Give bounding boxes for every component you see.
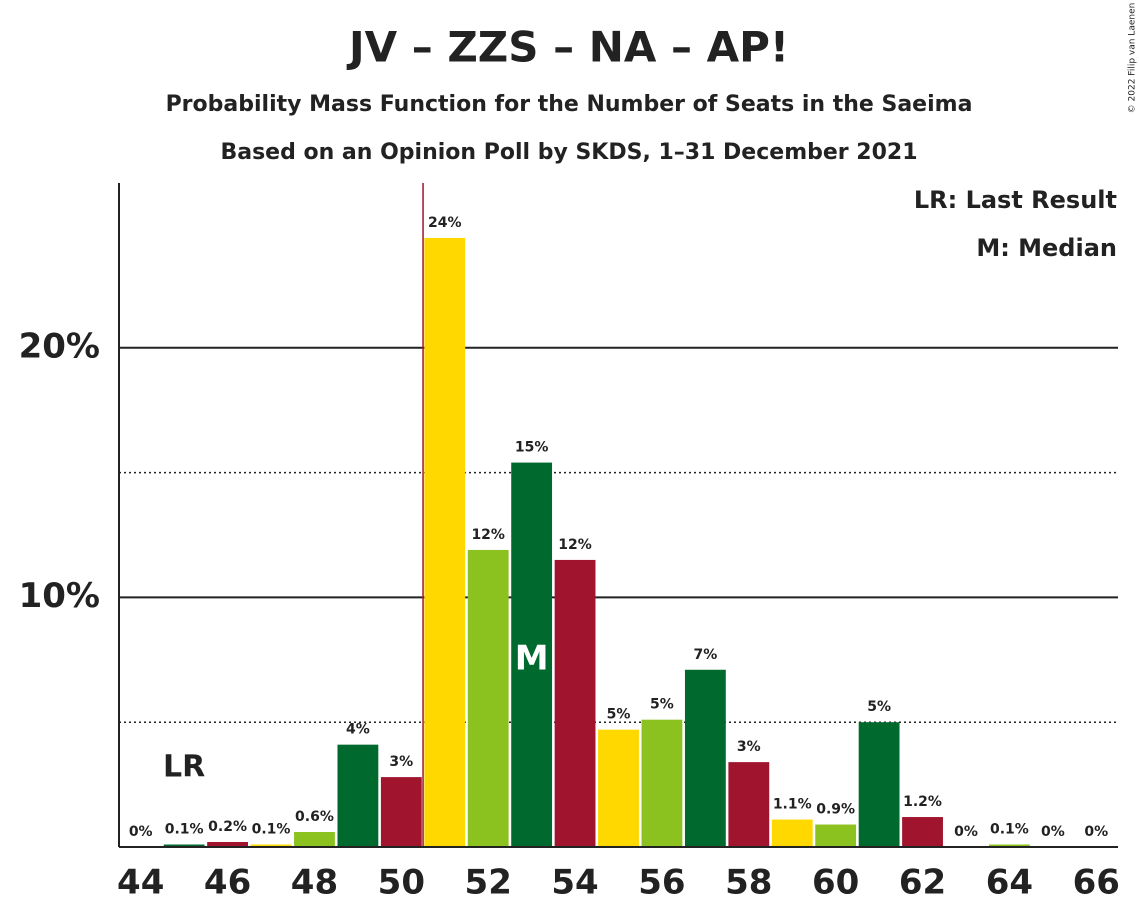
bar	[598, 729, 639, 847]
bar	[641, 719, 683, 847]
bar	[684, 669, 726, 847]
chart-subtitle: Based on an Opinion Poll by SKDS, 1–31 D…	[220, 140, 917, 165]
legend-entry: LR: Last Result	[914, 186, 1117, 214]
x-tick-label: 46	[204, 863, 251, 903]
bar	[250, 844, 292, 847]
value-label: 0.1%	[252, 822, 291, 838]
x-tick-label: 48	[291, 863, 338, 903]
value-label: 0%	[1084, 824, 1108, 840]
bar	[294, 832, 335, 847]
chart-subtitle: Probability Mass Function for the Number…	[166, 92, 973, 117]
value-label: 3%	[389, 754, 413, 770]
bar	[511, 462, 553, 847]
value-label: 0%	[129, 824, 153, 840]
chart-title: JV – ZZS – NA – AP!	[346, 23, 789, 72]
value-label: 0%	[1041, 824, 1065, 840]
value-label: 0.2%	[208, 819, 247, 835]
value-label: 5%	[867, 699, 891, 715]
value-label: 0%	[954, 824, 978, 840]
value-label: 7%	[693, 647, 717, 663]
value-label: 5%	[650, 697, 674, 713]
x-tick-label: 44	[117, 863, 164, 903]
value-label: 0.1%	[165, 822, 204, 838]
legend-entry: M: Median	[976, 234, 1117, 262]
value-label: 5%	[607, 707, 631, 723]
copyright: © 2022 Filip van Laenen	[1128, 3, 1138, 114]
value-label: 0.9%	[816, 802, 855, 818]
value-label: 3%	[737, 739, 761, 755]
value-label: 4%	[346, 722, 370, 738]
bar	[337, 744, 379, 847]
value-label: 0.6%	[295, 809, 334, 825]
bar	[207, 842, 249, 847]
bar	[771, 819, 813, 847]
value-label: 0.1%	[990, 822, 1029, 838]
bar	[554, 559, 596, 847]
value-label: 1.1%	[773, 797, 812, 813]
last-result-marker: LR	[163, 750, 205, 785]
value-label: 12%	[558, 537, 592, 553]
bar	[728, 762, 770, 847]
x-tick-label: 62	[899, 863, 946, 903]
value-label: 24%	[428, 215, 462, 231]
median-marker: M	[515, 639, 549, 679]
x-tick-label: 64	[986, 863, 1033, 903]
bar	[902, 817, 943, 847]
x-tick-label: 66	[1073, 863, 1120, 903]
bar	[815, 824, 857, 847]
x-tick-label: 50	[378, 863, 425, 903]
bar	[163, 844, 205, 847]
bar	[988, 844, 1030, 847]
bar	[467, 549, 509, 847]
bar	[424, 237, 466, 847]
x-tick-label: 54	[551, 863, 598, 903]
y-tick-label: 20%	[19, 326, 100, 366]
x-tick-label: 60	[812, 863, 859, 903]
x-tick-label: 56	[638, 863, 685, 903]
value-label: 12%	[471, 527, 505, 543]
value-label: 15%	[515, 440, 549, 456]
bar	[380, 777, 422, 847]
value-label: 1.2%	[903, 794, 942, 810]
bar	[858, 722, 900, 847]
x-tick-label: 52	[465, 863, 512, 903]
y-tick-label: 10%	[19, 576, 100, 616]
x-tick-label: 58	[725, 863, 772, 903]
